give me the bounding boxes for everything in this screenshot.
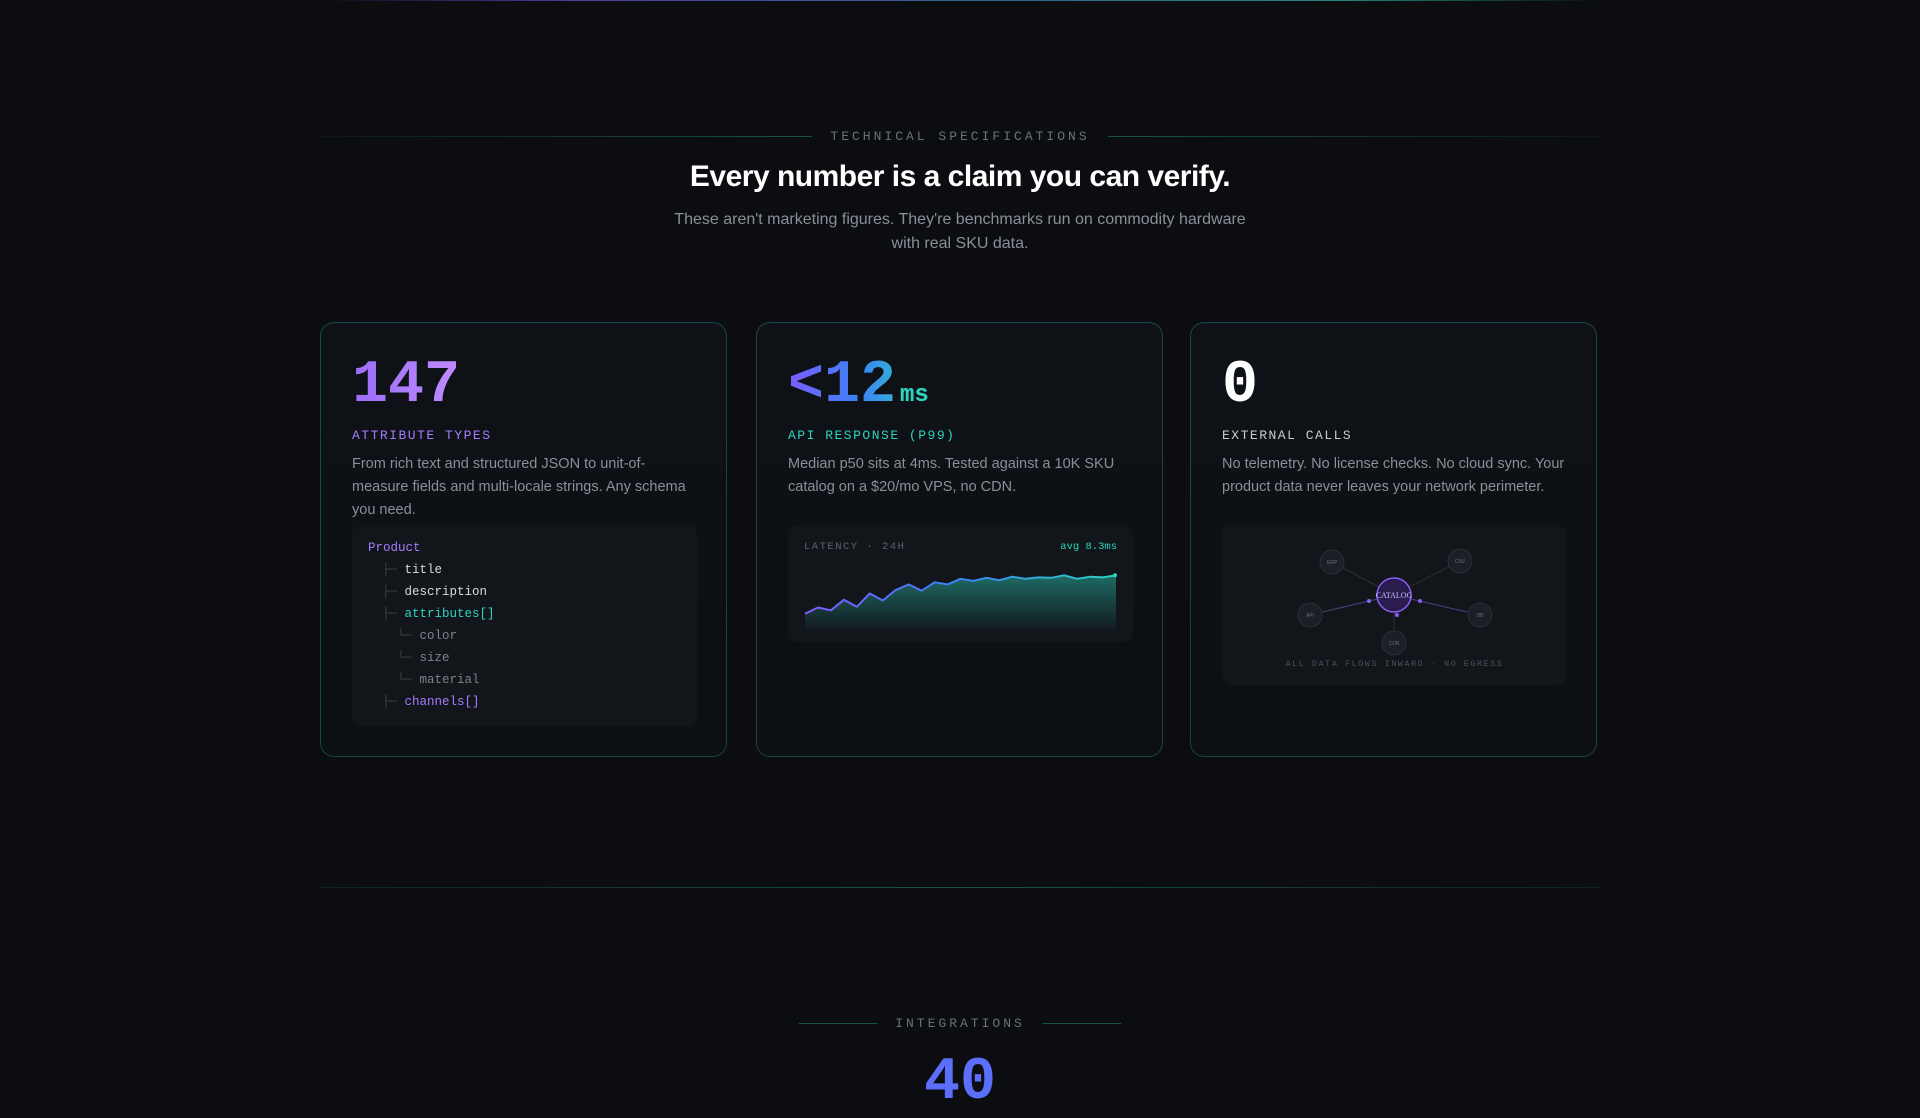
tree-root: Product <box>368 541 421 555</box>
node-catalog <box>1376 577 1412 613</box>
latency-line <box>804 574 1117 615</box>
chart-title: LATENCY · 24H <box>804 541 906 553</box>
chart-avg: avg 8.3ms <box>1060 541 1117 553</box>
stat-unit: ms <box>900 382 929 409</box>
spec-cards: 147 ATTRIBUTE TYPES From rich text and s… <box>320 322 1600 759</box>
tree-node: color <box>419 629 458 643</box>
top-divider <box>320 0 1600 1</box>
tree-row: └─ color <box>368 625 681 647</box>
eyebrow-line-right <box>1107 135 1601 137</box>
stat-value: 147 <box>352 352 461 420</box>
section-label: TECHNICAL SPECIFICATIONS <box>830 128 1090 144</box>
integrations-eyebrow: INTEGRATIONS <box>0 1013 1920 1033</box>
tree-branch: └─ <box>382 629 420 643</box>
tree-row: ├─ description <box>368 581 681 603</box>
network-diagram: CATALOG ERP CSV API DB CDN ALL DATA FLOW… <box>1222 525 1567 685</box>
tree-node: title <box>404 563 443 577</box>
node-label: CSV <box>1455 559 1466 565</box>
eyebrow-line-left <box>799 1022 878 1024</box>
tree-branch: ├─ <box>382 695 405 709</box>
section-divider <box>320 887 1600 888</box>
schema-tree: Product ├─ title ├─ description ├─ attri… <box>352 525 697 727</box>
diagram-caption: ALL DATA FLOWS INWARD · NO EGRESS <box>1285 659 1504 669</box>
page-subtitle: These aren't marketing figures. They're … <box>674 211 1246 252</box>
eyebrow-line-right <box>1042 1022 1121 1024</box>
integrations-count: 40 <box>0 1048 1920 1118</box>
flow-dot <box>1367 599 1371 603</box>
flow-dot <box>1418 599 1422 603</box>
tree-node: attributes[] <box>404 607 495 621</box>
integrations-label: INTEGRATIONS <box>895 1015 1025 1031</box>
card-api-response: <12 ms API RESPONSE (P99) Median p50 sits… <box>756 322 1163 757</box>
latency-area <box>805 575 1116 631</box>
tree-branch: ├─ <box>382 563 405 577</box>
tree-node: channels[] <box>404 695 480 709</box>
section-eyebrow: TECHNICAL SPECIFICATIONS <box>320 126 1601 146</box>
node-label: ERP <box>1327 560 1338 566</box>
latency-chart: LATENCY · 24H avg 8.3ms <box>788 525 1133 642</box>
node-erp <box>1319 549 1345 575</box>
tree-row: ├─ title <box>368 559 681 581</box>
latency-endpoint <box>1113 573 1117 578</box>
stat-label: API RESPONSE (P99) <box>788 428 956 443</box>
node-csv <box>1447 548 1473 574</box>
tree-branch: ├─ <box>382 607 405 621</box>
tree-row: ├─ channels[] <box>368 691 681 713</box>
node-db <box>1467 602 1493 628</box>
page-title: Every number is a claim you can verify. <box>689 160 1231 193</box>
flow-dot <box>1395 613 1399 617</box>
node-cdn <box>1381 630 1407 656</box>
node-catalog-label: CATALOG <box>1376 591 1413 600</box>
stat-label: ATTRIBUTE TYPES <box>352 428 492 443</box>
chart-header: LATENCY · 24H avg 8.3ms <box>804 541 1117 553</box>
stat-value-number: <12 <box>788 352 897 420</box>
tree-row: ├─ attributes[] <box>368 603 681 625</box>
tree-node: description <box>404 585 488 599</box>
stat-value: <12 ms <box>788 351 929 431</box>
card-attribute-types: 147 ATTRIBUTE TYPES From rich text and s… <box>320 322 727 757</box>
tree-branch: └─ <box>382 673 420 687</box>
node-label: CDN <box>1389 641 1400 647</box>
stat-description: Median p50 sits at 4ms. Tested against a… <box>788 456 1115 495</box>
stat-value: 0 <box>1222 352 1259 420</box>
eyebrow-line-left <box>320 135 813 137</box>
tree-branch: ├─ <box>382 585 405 599</box>
tree-branch: └─ <box>382 651 420 665</box>
node-api <box>1297 602 1323 628</box>
network-diagram-svg: CATALOG ERP CSV API DB CDN <box>1297 548 1493 656</box>
tree-node: size <box>419 651 450 665</box>
tree-node: material <box>419 673 480 687</box>
stat-label: EXTERNAL CALLS <box>1222 428 1353 443</box>
tree-row: └─ size <box>368 647 681 669</box>
node-label: API <box>1306 613 1314 619</box>
tree-row: └─ material <box>368 669 681 691</box>
node-label: DB <box>1477 613 1485 619</box>
stat-description: From rich text and structured JSON to un… <box>352 456 686 518</box>
stat-description: No telemetry. No license checks. No clou… <box>1222 456 1565 495</box>
card-external-calls: 0 EXTERNAL CALLS No telemetry. No licens… <box>1190 322 1597 757</box>
latency-sparkline <box>804 573 1117 631</box>
tree-row: Product <box>368 537 681 559</box>
